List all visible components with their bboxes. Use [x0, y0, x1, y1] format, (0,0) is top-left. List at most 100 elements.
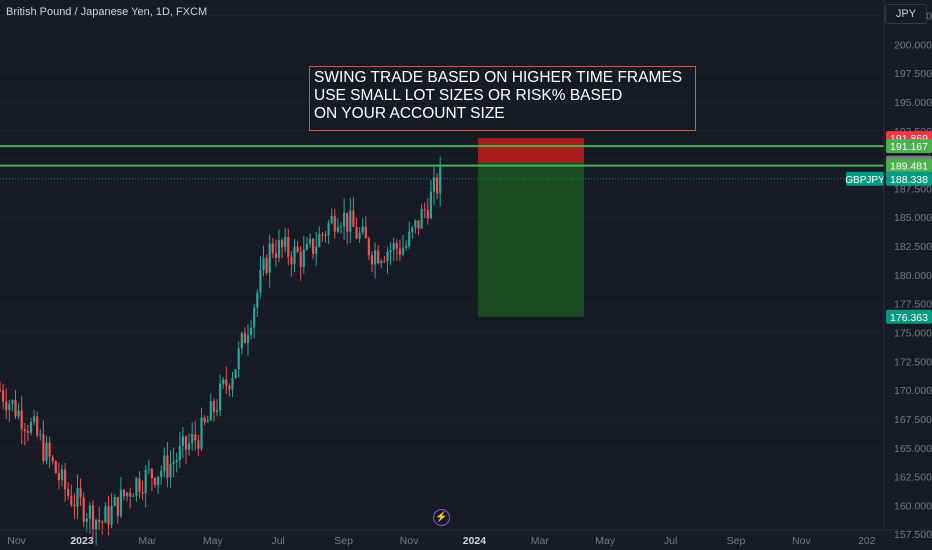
stop-loss-zone	[478, 138, 584, 163]
candle-body	[392, 243, 395, 250]
candle-body	[321, 234, 324, 236]
candle-body	[150, 469, 153, 479]
candle-body	[240, 333, 243, 349]
chart-title: British Pound / Japanese Yen, 1D, FXCM	[6, 6, 208, 18]
candle-body	[153, 478, 157, 485]
candle-body	[107, 506, 110, 525]
candle-body	[380, 261, 383, 264]
candle-body	[188, 443, 191, 450]
symbol-label: GBPJPY	[845, 175, 885, 186]
candle-body	[95, 519, 98, 531]
candle-body	[200, 417, 203, 449]
candle-body	[271, 243, 274, 254]
candle-body	[29, 421, 33, 433]
candle-body	[414, 220, 417, 228]
candle-body	[420, 209, 423, 229]
y-tick-label: 185.000	[894, 212, 932, 224]
candle-body	[70, 495, 73, 505]
candle-body	[374, 250, 377, 265]
candle-body	[432, 177, 436, 192]
x-tick-label: Nov	[400, 535, 419, 547]
y-tick-label: 197.500	[894, 68, 932, 80]
candle-body	[411, 227, 414, 233]
candle-body	[33, 416, 36, 422]
candle-body	[336, 227, 339, 232]
candle-body	[330, 216, 333, 224]
candle-body	[423, 209, 426, 211]
y-tick-label: 167.500	[894, 414, 932, 426]
candle-body	[45, 442, 48, 461]
candle-body	[290, 256, 293, 265]
candle-body	[268, 243, 271, 274]
candle-body	[157, 476, 160, 485]
candle-body	[405, 246, 408, 248]
x-tick-label: May	[203, 535, 224, 547]
candle-body	[0, 390, 2, 392]
candle-body	[361, 226, 364, 233]
x-tick-label: Jul	[664, 535, 677, 547]
price-label: 188.338	[890, 174, 928, 186]
candle-body	[8, 403, 11, 411]
candle-body	[367, 238, 370, 256]
candle-body	[401, 247, 405, 255]
candle-body	[172, 461, 175, 464]
y-tick-label: 157.500	[894, 529, 932, 541]
candle-body	[5, 401, 8, 411]
take-profit-zone	[478, 162, 584, 317]
candle-body	[135, 478, 138, 496]
candle-body	[228, 385, 231, 390]
candle-body	[284, 237, 287, 248]
candle-body	[339, 226, 343, 228]
y-tick-label: 182.500	[894, 241, 932, 253]
trade-note-line-3: ON YOUR ACCOUNT SIZE	[314, 105, 505, 122]
x-tick-label: 2024	[463, 535, 487, 547]
candle-body	[163, 455, 166, 472]
candle-body	[281, 240, 284, 248]
candle-body	[364, 226, 367, 239]
candle-body	[54, 461, 57, 474]
candle-body	[48, 442, 51, 457]
candle-body	[253, 307, 256, 328]
candle-body	[160, 471, 163, 477]
x-tick-label: Mar	[531, 535, 550, 547]
price-label-bg	[886, 309, 932, 324]
candle-body	[308, 238, 312, 244]
candle-body	[11, 400, 14, 404]
candle-body	[417, 220, 420, 229]
trade-note-line-2: USE SMALL LOT SIZES OR RISK% BASED	[314, 87, 623, 104]
candle-body	[436, 177, 439, 194]
candle-body	[126, 492, 129, 497]
candle-body	[302, 249, 305, 267]
price-label: 176.363	[890, 312, 928, 324]
y-tick-label: 200.000	[894, 39, 932, 51]
candle-body	[429, 191, 432, 219]
candle-body	[82, 497, 85, 522]
candle-body	[23, 429, 26, 432]
candle-body	[234, 369, 237, 379]
candle-body	[119, 489, 122, 516]
price-label-bg	[886, 158, 932, 173]
candle-body	[219, 383, 222, 411]
candle-body	[296, 246, 299, 252]
candle-body	[2, 390, 5, 402]
candle-body	[132, 495, 135, 497]
candle-body	[39, 434, 42, 436]
candle-body	[324, 234, 327, 236]
y-tick-label: 162.500	[894, 472, 932, 484]
candle-body	[88, 505, 91, 519]
price-label: 189.481	[890, 161, 928, 173]
y-tick-label: 160.000	[894, 500, 932, 512]
candle-body	[355, 226, 358, 239]
candle-body	[237, 348, 240, 370]
x-tick-label: Sep	[334, 535, 353, 547]
x-tick-label: Mar	[138, 535, 157, 547]
currency-button[interactable]: JPY	[885, 4, 927, 24]
candle-body	[333, 216, 336, 232]
price-label: 191.167	[890, 141, 928, 153]
trade-note-line-1: SWING TRADE BASED ON HIGHER TIME FRAMES	[314, 69, 683, 86]
candle-body	[383, 261, 386, 263]
lightning-icon[interactable]: ⚡	[433, 509, 450, 526]
candle-body	[250, 327, 253, 336]
candle-body	[346, 212, 349, 232]
candle-body	[141, 492, 144, 494]
